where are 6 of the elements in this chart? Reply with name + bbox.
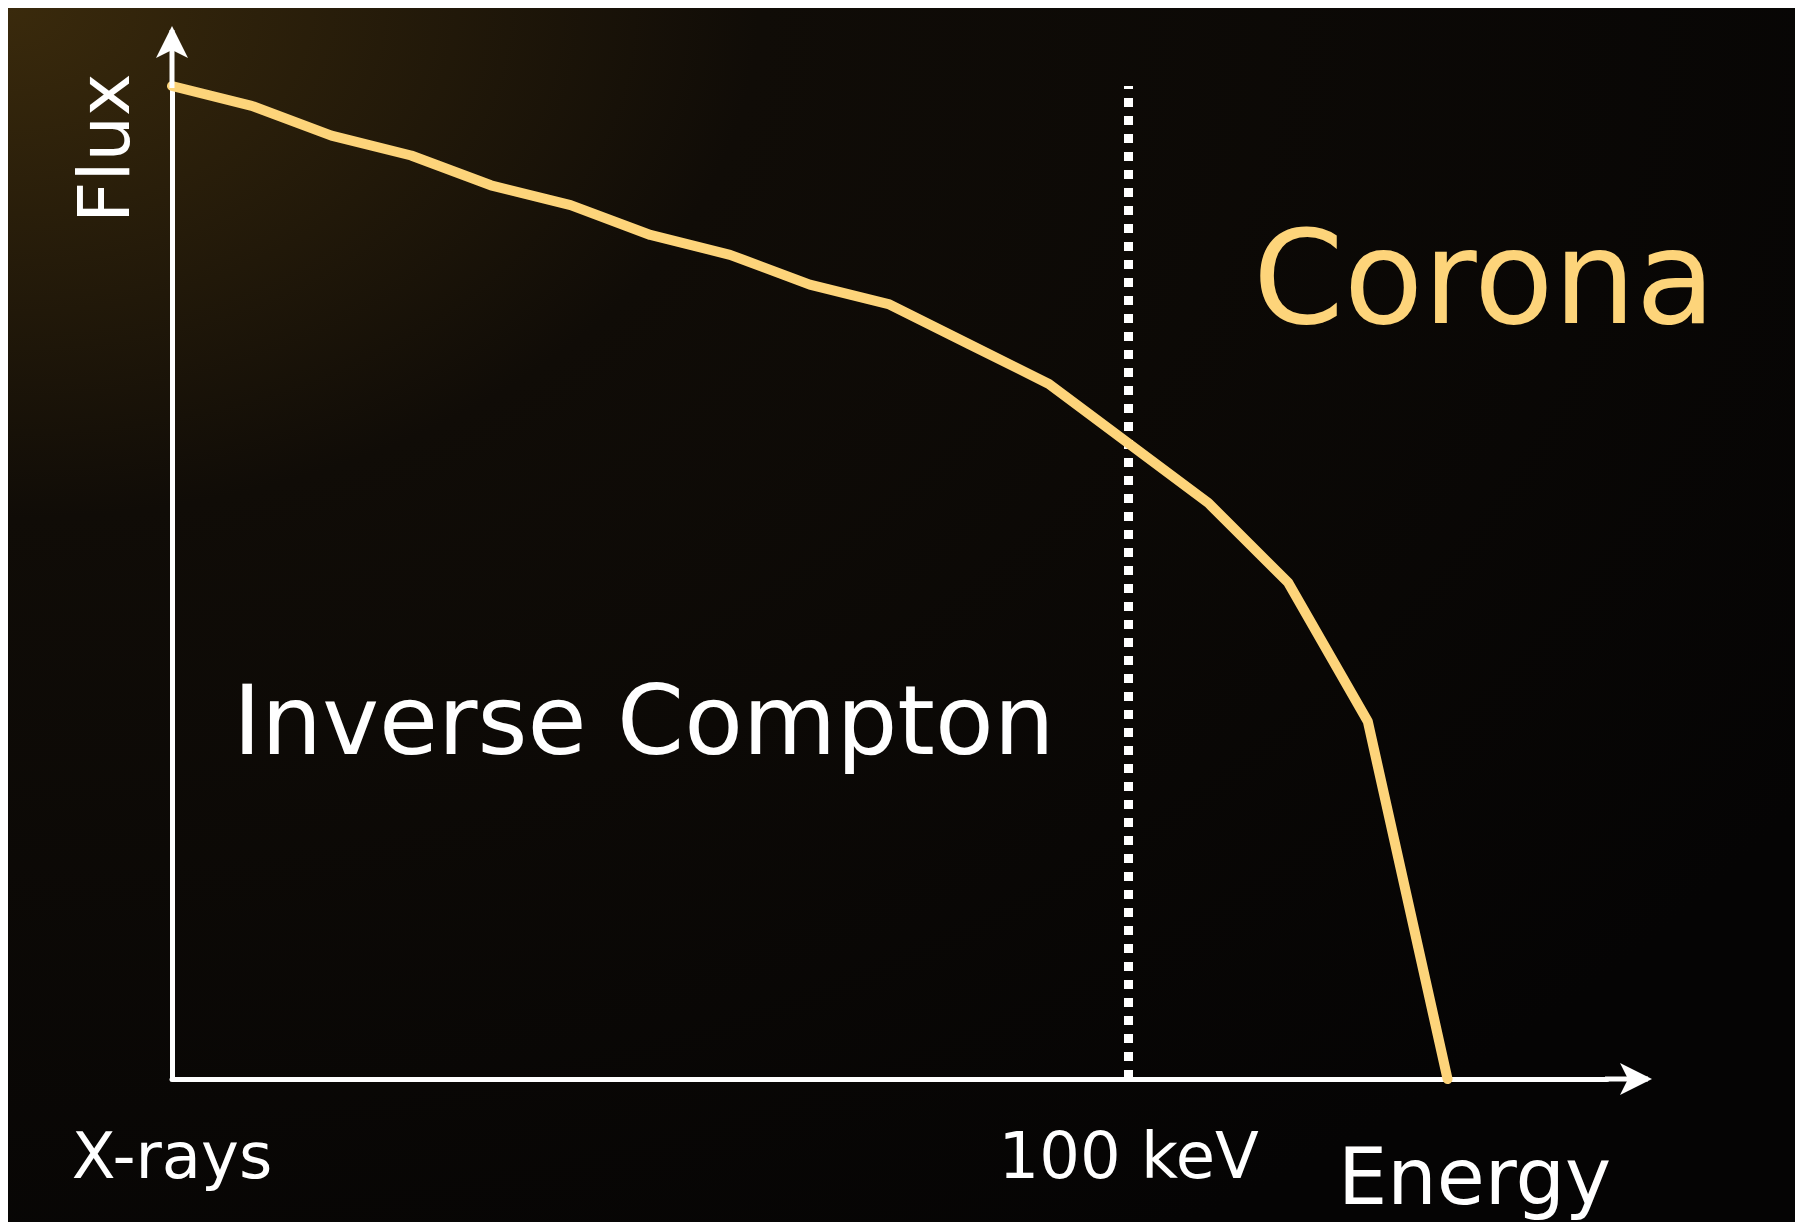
series-label: Corona [1253, 202, 1716, 354]
annotation: Inverse Compton [233, 665, 1055, 777]
x-tick-label: 100 keV [998, 1119, 1260, 1193]
x-axis-title: Energy [1338, 1132, 1612, 1222]
y-axis-title: Flux [62, 73, 146, 223]
x-tick-label: X-rays [71, 1119, 273, 1193]
